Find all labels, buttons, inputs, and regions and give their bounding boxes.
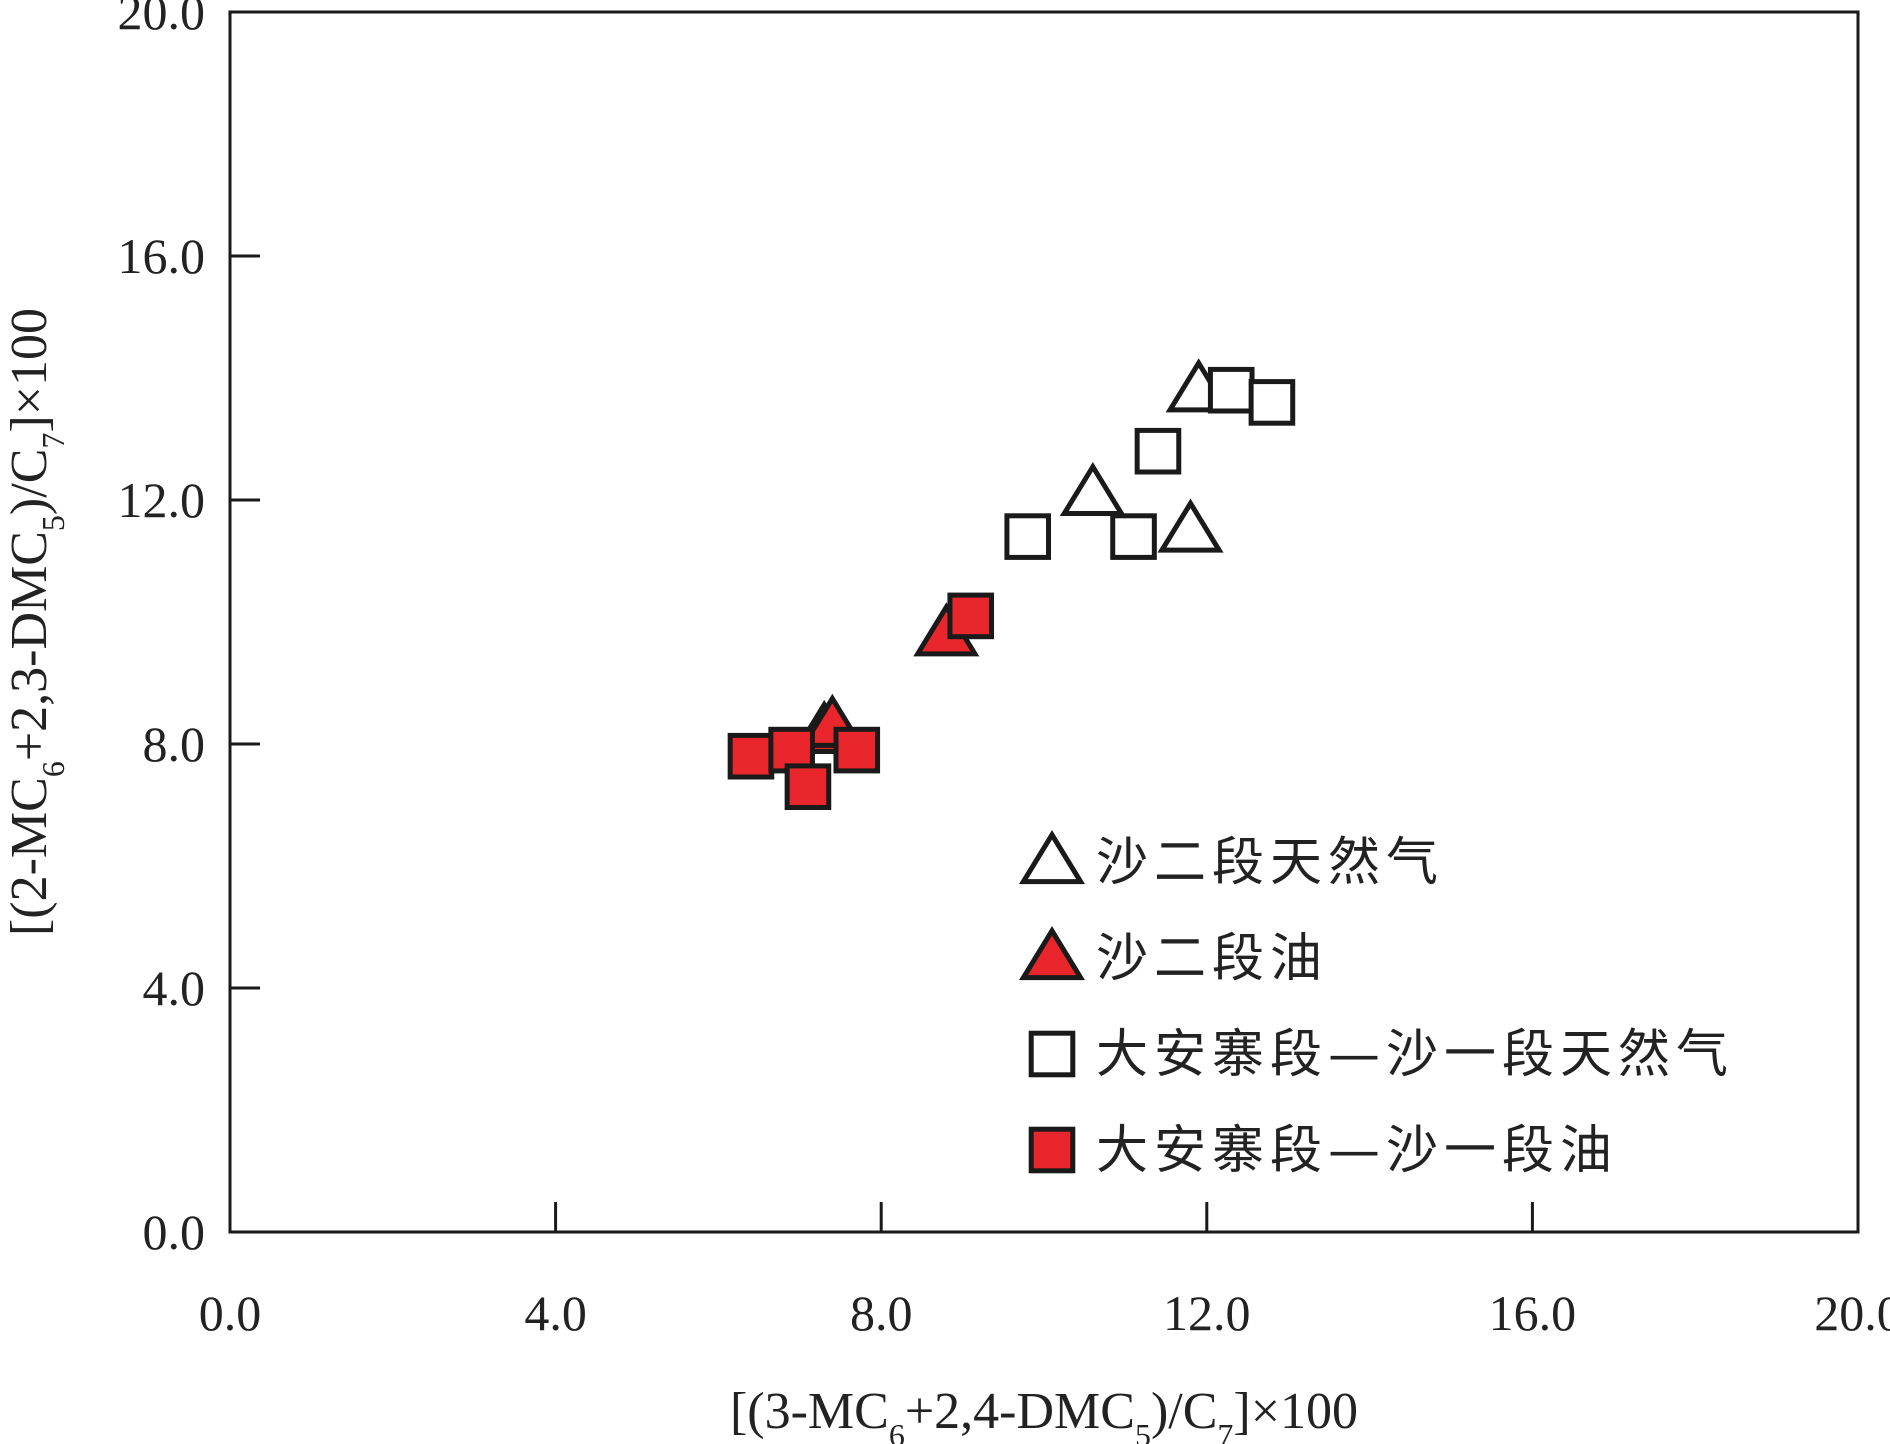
axis-title-part: +2,3-DMC	[1, 531, 58, 761]
axis-ticks	[230, 254, 1534, 1232]
triangle-point	[1059, 461, 1126, 517]
y-axis-title: [(2-MC6+2,3-DMC5)/C7]×100	[1, 308, 71, 936]
x-tick-label: 20.0	[1814, 1285, 1890, 1341]
y-tick-label: 0.0	[143, 1204, 206, 1260]
square-point	[1134, 427, 1182, 475]
axis-title-part: )/C	[1, 449, 58, 515]
axis-title-subscript: 7	[1217, 1417, 1233, 1444]
axis-title-part: )/C	[1151, 1383, 1217, 1440]
square-point	[1207, 366, 1255, 414]
legend-label: 沙二段油	[1096, 929, 1328, 989]
axis-tick-labels: 0.0 4.0 8.0 12.0 16.0 20.0 0.0 4.0 8.0 12.0 16.0 20…	[118, 0, 1890, 1341]
x-tick-label: 8.0	[850, 1285, 913, 1341]
x-tick-label: 16.0	[1489, 1285, 1577, 1341]
square-point	[1004, 513, 1052, 560]
x-tick-label: 4.0	[524, 1285, 587, 1341]
triangle-point	[1157, 498, 1224, 553]
legend-label: 大安寨段—沙一段油	[1096, 1121, 1618, 1181]
plot-frame	[228, 10, 1860, 1234]
axis-title-part: ]×100	[1233, 1383, 1358, 1440]
axis-title-subscript: 6	[889, 1417, 905, 1444]
axis-title-subscript: 5	[35, 515, 71, 531]
square-point	[1110, 513, 1157, 560]
axis-title-subscript: 7	[35, 433, 71, 449]
x-tick-label: 0.0	[199, 1285, 262, 1341]
y-tick-label: 4.0	[143, 960, 206, 1016]
y-tick-label: 16.0	[118, 228, 206, 284]
axis-title-part: [(2-MC	[1, 777, 58, 936]
legend-label: 大安寨段—沙一段天然气	[1096, 1025, 1734, 1085]
y-tick-label: 12.0	[118, 472, 206, 528]
axis-title-subscript: 6	[35, 761, 71, 777]
axis-title-part: +2,4-DMC	[905, 1383, 1135, 1440]
legend-marker-triangle	[1018, 926, 1086, 981]
legend-marker-square	[1028, 1126, 1076, 1174]
axis-title-part: [(3-MC	[730, 1383, 889, 1440]
square-point	[784, 763, 832, 811]
data-points	[727, 358, 1296, 811]
legend-marker-triangle	[1018, 830, 1086, 885]
y-tick-label: 8.0	[143, 716, 206, 772]
square-point	[833, 726, 881, 774]
legend-label: 沙二段天然气	[1096, 833, 1444, 893]
legend-marker-square	[1028, 1030, 1076, 1078]
square-point	[727, 732, 775, 780]
axis-title-part: ]×100	[1, 308, 58, 433]
square-point	[1248, 379, 1296, 426]
square-point	[947, 592, 995, 640]
y-tick-label: 20.0	[118, 0, 206, 40]
x-tick-label: 12.0	[1163, 1285, 1251, 1341]
x-axis-title: [(3-MC6+2,4-DMC5)/C7]×100	[730, 1383, 1358, 1444]
axis-title-subscript: 5	[1135, 1417, 1151, 1444]
